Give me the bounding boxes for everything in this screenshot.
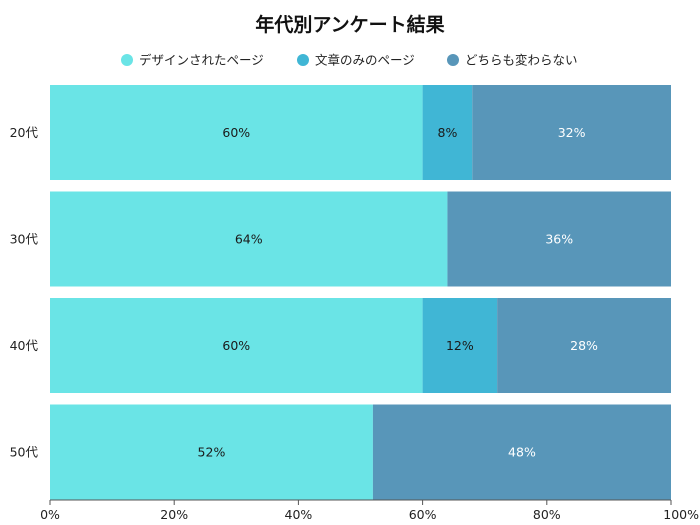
legend-swatch-3 <box>447 54 459 66</box>
data-label: 8% <box>438 125 458 140</box>
category-label: 50代 <box>10 445 39 460</box>
bar-segment <box>422 298 498 393</box>
data-label: 52% <box>198 445 226 460</box>
bar-segment <box>372 404 671 500</box>
data-label: 36% <box>545 232 573 247</box>
x-tick-label: 0% <box>40 507 60 522</box>
legend: デザインされたページ 文章のみのページ どちらも変わらない <box>121 53 578 68</box>
chart-title: 年代別アンケート結果 <box>255 13 444 36</box>
x-tick-label: 60% <box>409 507 437 522</box>
bar-segment <box>50 191 448 287</box>
x-tick-label: 40% <box>285 507 313 522</box>
data-label: 32% <box>558 125 586 140</box>
category-label: 40代 <box>10 338 39 353</box>
category-label: 20代 <box>10 125 39 140</box>
data-label: 60% <box>222 338 250 353</box>
bar-segment <box>447 191 671 287</box>
x-axis: 0% 20% 40% 60% 80% 100% <box>40 499 699 522</box>
legend-swatch-1 <box>121 54 133 66</box>
data-label: 48% <box>508 445 536 460</box>
bar-segment <box>50 85 423 180</box>
bar-segment <box>50 298 423 393</box>
data-label: 64% <box>235 232 263 247</box>
bar-segment <box>497 298 671 393</box>
data-label: 60% <box>222 125 250 140</box>
x-tick-label: 100% <box>663 507 699 522</box>
x-tick-label: 80% <box>533 507 561 522</box>
legend-label-3: どちらも変わらない <box>465 53 578 68</box>
bar-segment <box>472 85 671 180</box>
bar-segment <box>422 85 473 180</box>
legend-label-1: デザインされたページ <box>139 53 264 68</box>
bars-group: 20代 60% 8% 32% 30代 64% 36% 40代 60% 12% 28% 50代 52% 48… <box>10 85 671 500</box>
category-label: 30代 <box>10 232 39 247</box>
data-label: 28% <box>570 338 598 353</box>
legend-label-2: 文章のみのページ <box>315 53 415 68</box>
bar-segment <box>50 404 373 500</box>
x-tick-label: 20% <box>160 507 188 522</box>
legend-swatch-2 <box>297 54 309 66</box>
data-label: 12% <box>446 338 474 353</box>
